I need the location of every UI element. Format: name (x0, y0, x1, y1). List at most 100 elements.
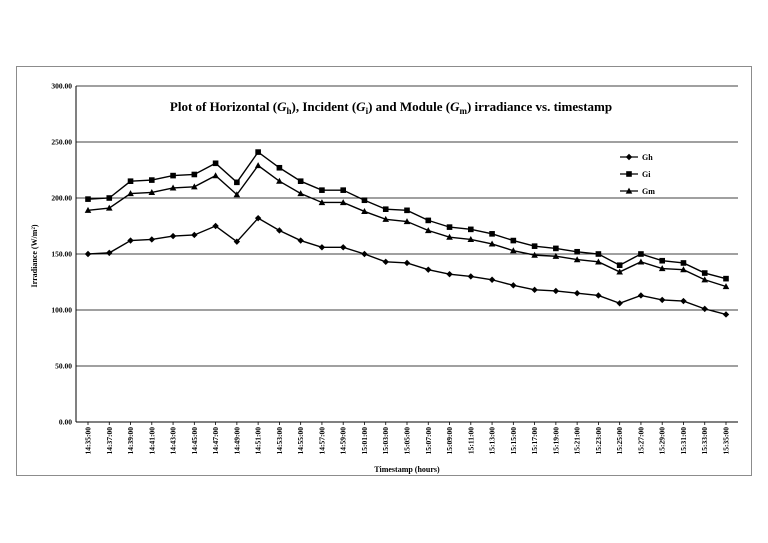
x-tick-label: 14:53:00 (275, 427, 284, 455)
y-tick-label: 50.00 (55, 362, 72, 371)
title-part: h (287, 106, 292, 116)
data-point (212, 172, 219, 179)
x-tick-label: 14:49:00 (232, 427, 241, 455)
data-point (382, 206, 389, 212)
data-point (191, 183, 198, 190)
data-point (297, 237, 304, 244)
data-point (297, 178, 304, 184)
y-tick-label: 0.00 (59, 418, 72, 427)
legend-item-gh: Gh (620, 153, 653, 162)
data-point (339, 199, 347, 206)
x-tick-label: 15:05:00 (403, 427, 412, 455)
data-point (573, 256, 581, 263)
data-point (297, 190, 304, 197)
data-point (722, 311, 730, 318)
x-tick-label: 15:09:00 (445, 427, 454, 455)
data-point (340, 244, 347, 251)
data-point (149, 177, 155, 183)
data-point (510, 247, 517, 254)
data-point (170, 172, 176, 179)
data-point (701, 270, 708, 276)
data-point (425, 217, 432, 224)
data-point (701, 305, 708, 313)
data-point (361, 250, 368, 258)
data-point (84, 250, 92, 258)
data-point (552, 287, 560, 295)
series-line (87, 164, 727, 288)
x-tick-label: 15:03:00 (381, 427, 390, 455)
data-point (361, 197, 368, 204)
x-tick-label: 15:01:00 (360, 427, 369, 455)
data-point (276, 164, 283, 171)
data-point (531, 251, 538, 258)
legend-item-gi: Gi (620, 170, 651, 179)
x-tick-label: 14:39:00 (126, 427, 135, 455)
data-point (85, 196, 91, 202)
data-point (234, 179, 240, 186)
series-line (87, 151, 727, 280)
data-point (403, 218, 411, 225)
x-axis-label: Timestamp (hours) (374, 465, 440, 474)
data-point (638, 251, 644, 257)
data-point (446, 224, 453, 230)
title-part: G (450, 99, 460, 114)
data-point (616, 268, 623, 275)
x-tick-label: 14:57:00 (317, 427, 326, 455)
x-tick-label: 15:21:00 (573, 427, 582, 455)
data-point (424, 227, 432, 234)
x-tick-label: 15:15:00 (509, 427, 518, 455)
x-tick-label: 14:55:00 (296, 427, 305, 455)
x-tick-label: 14:51:00 (254, 427, 263, 455)
x-tick-label: 15:33:00 (700, 427, 709, 455)
data-point (467, 236, 475, 243)
data-point (701, 276, 709, 283)
data-point (254, 214, 262, 222)
data-point (680, 297, 687, 305)
y-tick-label: 300.00 (51, 82, 72, 91)
data-point (276, 227, 283, 234)
data-point (722, 283, 730, 290)
data-point (212, 222, 219, 230)
x-tick-label: 14:35:00 (84, 427, 93, 455)
x-axis-ticks: 14:35:00 14:37:00 14:39:00 14:41:00 14:43:00… (84, 422, 731, 455)
data-point (595, 292, 602, 299)
chart-frame (16, 66, 752, 476)
data-point (680, 266, 687, 273)
x-tick-label: 15:25:00 (615, 427, 624, 455)
data-point (467, 273, 474, 280)
data-point (148, 189, 156, 195)
legend-marker (625, 153, 633, 161)
data-point (446, 270, 453, 278)
data-point (425, 266, 432, 273)
data-point (105, 204, 113, 211)
data-point (468, 226, 474, 233)
data-point (382, 258, 389, 266)
data-point (637, 292, 645, 299)
data-point (233, 191, 241, 198)
x-tick-label: 15:07:00 (424, 427, 433, 455)
x-tick-label: 14:59:00 (339, 427, 348, 455)
legend-label: Gm (642, 187, 655, 196)
title-part: ), Incident ( (292, 99, 357, 114)
data-point (127, 190, 134, 197)
data-point (680, 260, 687, 266)
data-point (531, 243, 538, 249)
data-point (552, 252, 560, 259)
x-tick-label: 15:19:00 (551, 427, 560, 455)
data-point (318, 244, 326, 251)
gridlines (76, 85, 738, 423)
x-tick-label: 15:17:00 (530, 427, 539, 455)
data-point (488, 276, 496, 283)
data-point (659, 296, 666, 304)
y-axis-ticks: 0.00 50.00 100.00 150.00 200.00 250.00 300.00 (51, 82, 72, 427)
legend-marker (626, 171, 632, 177)
data-point (489, 231, 495, 237)
x-tick-label: 15:23:00 (594, 427, 603, 455)
data-point (573, 290, 581, 297)
data-point (340, 187, 346, 193)
data-point (276, 177, 283, 184)
data-point (212, 160, 219, 167)
data-point (319, 187, 325, 193)
title-part: ) and Module ( (368, 99, 450, 114)
